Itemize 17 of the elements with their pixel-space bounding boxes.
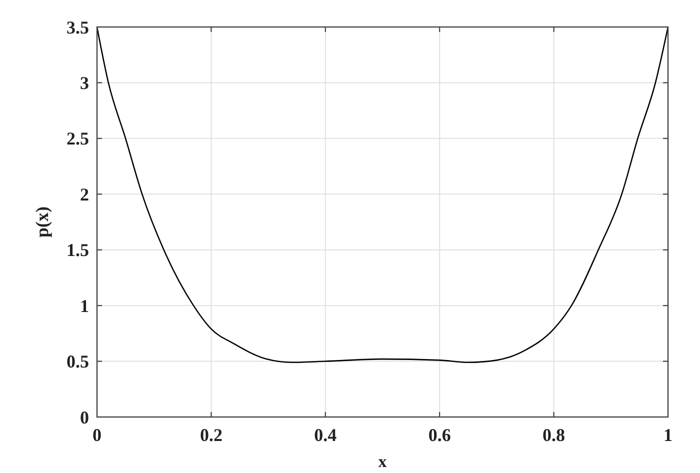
x-tick-label: 0.4: [314, 425, 337, 445]
y-tick-label: 2.5: [66, 128, 89, 149]
y-axis-title: p(x): [32, 206, 52, 238]
y-tick-label: 0: [80, 407, 89, 428]
y-tick-label: 3.5: [66, 17, 89, 38]
x-tick-label: 0: [92, 425, 102, 445]
y-tick-label: 0.5: [66, 352, 89, 372]
y-tick-label: 1: [80, 296, 89, 316]
y-tick-label: 3: [80, 73, 89, 94]
x-tick-label: 0.8: [542, 425, 566, 445]
x-tick-label: 1: [664, 425, 672, 445]
x-tick-label: 0.2: [200, 425, 222, 445]
line-series: [96, 26, 669, 364]
x-axis-title: x: [378, 452, 388, 471]
x-tick-label: 0.6: [428, 425, 451, 445]
y-tick-label: 2: [80, 184, 89, 204]
y-tick-label: 1.5: [66, 240, 89, 260]
